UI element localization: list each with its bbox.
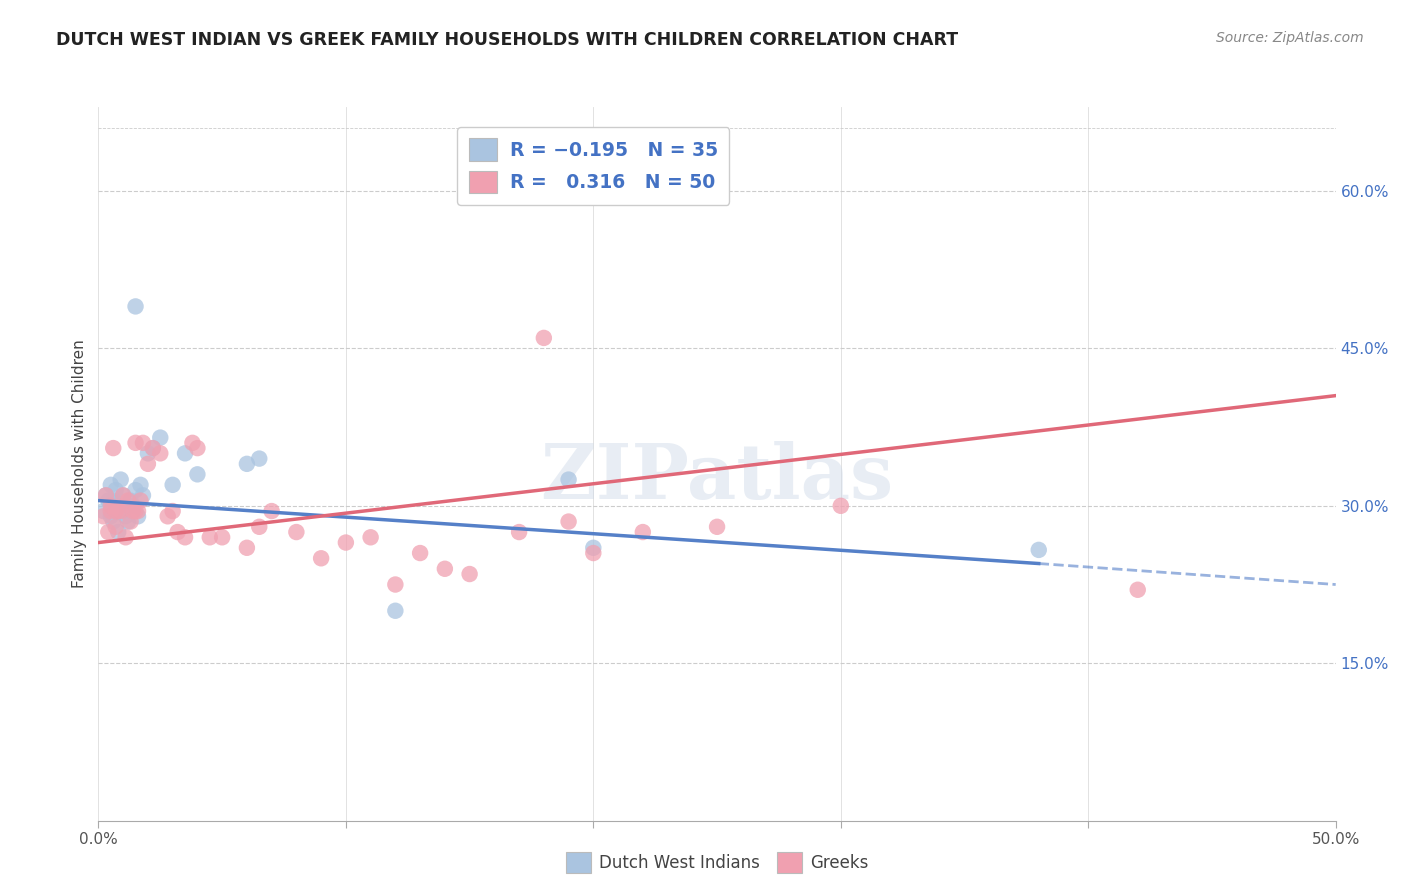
Legend: R = −0.195   N = 35, R =   0.316   N = 50: R = −0.195 N = 35, R = 0.316 N = 50	[457, 128, 730, 205]
Point	[104, 520, 127, 534]
Point	[114, 530, 136, 544]
Point	[104, 499, 127, 513]
Point	[132, 488, 155, 502]
Point	[100, 478, 122, 492]
Point	[335, 535, 357, 549]
Point	[1126, 582, 1149, 597]
Point	[384, 577, 406, 591]
Point	[124, 483, 146, 497]
Point	[122, 499, 145, 513]
Point	[142, 441, 165, 455]
Point	[94, 488, 117, 502]
Point	[384, 604, 406, 618]
Point	[107, 504, 129, 518]
Point	[706, 520, 728, 534]
Point	[260, 504, 283, 518]
Point	[103, 493, 125, 508]
Point	[110, 473, 132, 487]
Point	[127, 509, 149, 524]
Point	[112, 488, 135, 502]
Point	[149, 431, 172, 445]
Point	[129, 493, 152, 508]
Point	[247, 520, 270, 534]
Point	[142, 441, 165, 455]
Point	[174, 446, 197, 460]
Point	[122, 504, 145, 518]
Point	[97, 493, 120, 508]
Point	[360, 530, 382, 544]
Point	[124, 504, 146, 518]
Point	[94, 488, 117, 502]
Point	[132, 435, 155, 450]
Point	[136, 446, 159, 460]
Legend: Dutch West Indians, Greeks: Dutch West Indians, Greeks	[560, 846, 875, 880]
Point	[107, 524, 129, 539]
Point	[631, 524, 654, 539]
Point	[1028, 542, 1050, 557]
Point	[103, 515, 125, 529]
Point	[236, 457, 259, 471]
Point	[582, 546, 605, 560]
Point	[508, 524, 530, 539]
Point	[458, 567, 481, 582]
Point	[166, 524, 188, 539]
Point	[557, 515, 579, 529]
Point	[149, 446, 172, 460]
Point	[285, 524, 308, 539]
Point	[110, 504, 132, 518]
Point	[93, 509, 115, 524]
Text: Source: ZipAtlas.com: Source: ZipAtlas.com	[1216, 31, 1364, 45]
Point	[174, 530, 197, 544]
Point	[120, 493, 142, 508]
Point	[124, 300, 146, 314]
Point	[117, 515, 139, 529]
Point	[97, 524, 120, 539]
Y-axis label: Family Households with Children: Family Households with Children	[72, 340, 87, 588]
Point	[107, 504, 129, 518]
Point	[211, 530, 233, 544]
Point	[114, 509, 136, 524]
Point	[117, 493, 139, 508]
Point	[104, 504, 127, 518]
Point	[181, 435, 204, 450]
Text: ZIPatlas: ZIPatlas	[540, 442, 894, 515]
Point	[112, 488, 135, 502]
Point	[100, 509, 122, 524]
Point	[198, 530, 221, 544]
Point	[186, 467, 208, 482]
Point	[112, 504, 135, 518]
Point	[162, 504, 184, 518]
Point	[236, 541, 259, 555]
Point	[127, 504, 149, 518]
Point	[582, 541, 605, 555]
Point	[136, 457, 159, 471]
Point	[100, 499, 122, 513]
Text: DUTCH WEST INDIAN VS GREEK FAMILY HOUSEHOLDS WITH CHILDREN CORRELATION CHART: DUTCH WEST INDIAN VS GREEK FAMILY HOUSEH…	[56, 31, 959, 49]
Point	[533, 331, 555, 345]
Point	[103, 441, 125, 455]
Point	[162, 478, 184, 492]
Point	[93, 504, 115, 518]
Point	[830, 499, 852, 513]
Point	[409, 546, 432, 560]
Point	[124, 435, 146, 450]
Point	[104, 483, 127, 497]
Point	[120, 515, 142, 529]
Point	[129, 478, 152, 492]
Point	[557, 473, 579, 487]
Point	[156, 509, 179, 524]
Point	[100, 504, 122, 518]
Point	[186, 441, 208, 455]
Point	[247, 451, 270, 466]
Point	[309, 551, 332, 566]
Point	[433, 562, 456, 576]
